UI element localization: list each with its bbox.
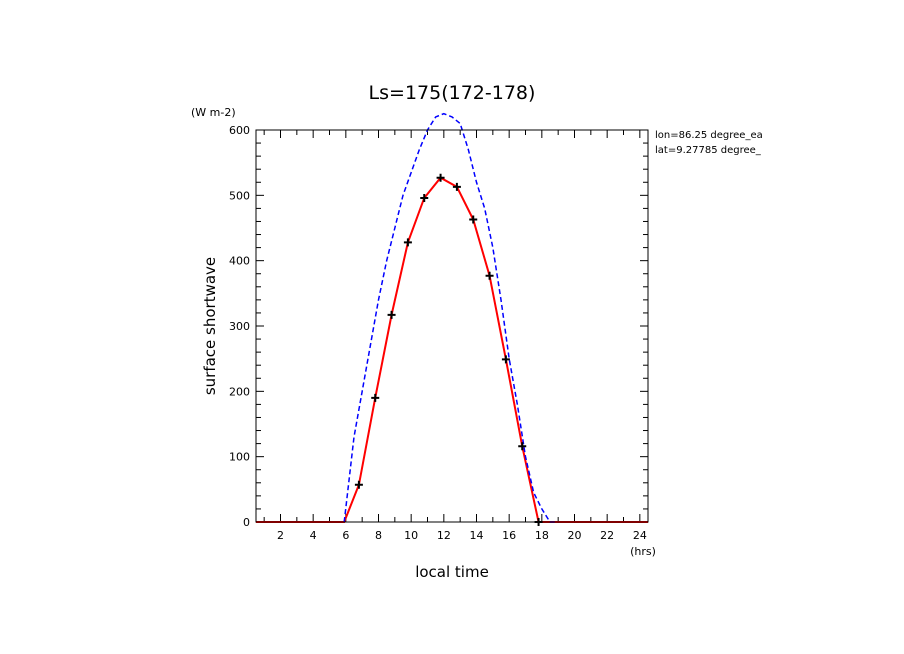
x-tick-label: 2 — [277, 529, 284, 542]
data-point-marker — [420, 193, 429, 202]
data-point-marker — [371, 393, 380, 402]
x-axis-label: local time — [415, 563, 489, 581]
x-tick-label: 14 — [470, 529, 484, 542]
x-tick-label: 12 — [437, 529, 451, 542]
x-tick-label: 4 — [310, 529, 317, 542]
data-point-marker — [387, 310, 396, 319]
data-point-marker — [452, 182, 461, 191]
data-point-marker — [518, 442, 527, 451]
y-tick-label: 0 — [243, 516, 250, 529]
y-tick-label: 500 — [229, 189, 250, 202]
x-tick-label: 10 — [404, 529, 418, 542]
x-tick-label: 6 — [342, 529, 349, 542]
y-tick-label: 400 — [229, 255, 250, 268]
x-tick-label: 22 — [600, 529, 614, 542]
x-tick-label: 24 — [633, 529, 647, 542]
series-line-solid — [256, 176, 648, 523]
data-point-marker — [485, 271, 494, 280]
y-tick-label: 300 — [229, 320, 250, 333]
annotation-lat: lat=9.27785 degree_ — [655, 145, 762, 156]
data-point-marker — [501, 355, 510, 364]
chart-title: Ls=175(172-178) — [369, 82, 536, 104]
x-tick-label: 20 — [568, 529, 582, 542]
series-line-dashed — [343, 112, 559, 523]
x-unit-label: (hrs) — [630, 545, 656, 558]
y-unit-label: (W m-2) — [191, 106, 236, 119]
plot-frame — [255, 129, 649, 523]
y-tick-label: 600 — [229, 124, 250, 137]
x-tick-label: 16 — [502, 529, 516, 542]
data-point-marker — [403, 238, 412, 247]
y-axis-label: surface shortwave — [201, 257, 219, 395]
y-tick-label: 100 — [229, 451, 250, 464]
annotation-lon: lon=86.25 degree_ea — [655, 130, 763, 141]
data-point-marker — [469, 215, 478, 224]
data-point-marker — [354, 480, 363, 489]
y-tick-label: 200 — [229, 385, 250, 398]
x-tick-label: 8 — [375, 529, 382, 542]
x-tick-label: 18 — [535, 529, 549, 542]
data-point-marker — [436, 173, 445, 182]
